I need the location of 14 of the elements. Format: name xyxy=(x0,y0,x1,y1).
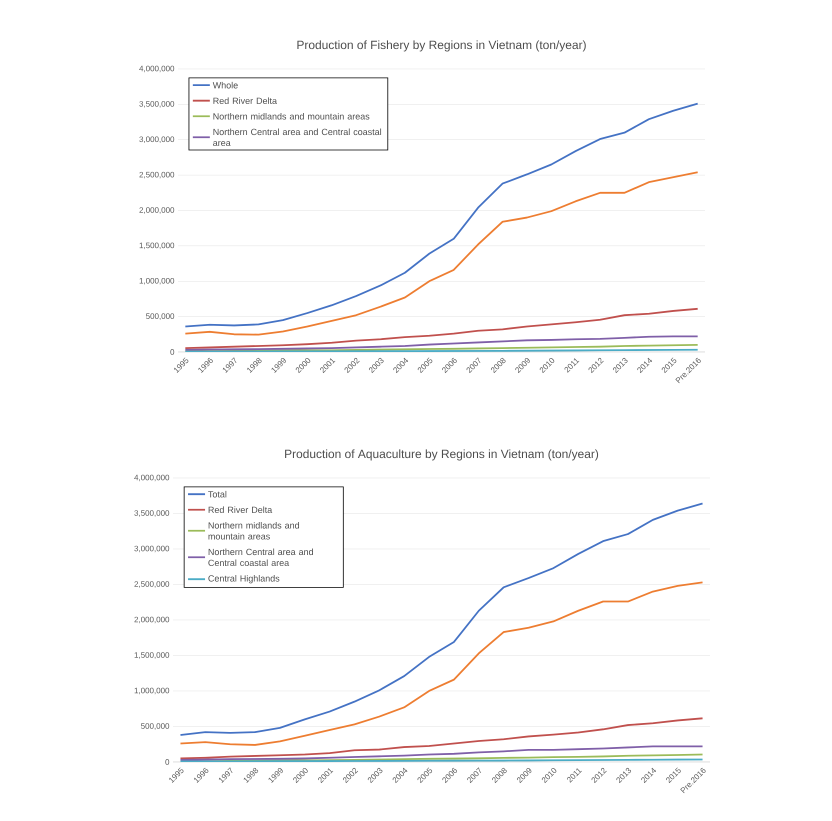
legend-label: Northern Central area and Central coastal area xyxy=(213,128,382,146)
legend-label: Northern Central area and Central coastal area xyxy=(208,548,313,566)
legend-label: Northern midlands and mountain areas xyxy=(208,522,300,540)
line-series xyxy=(180,502,704,736)
legend-label: Total xyxy=(208,490,226,498)
legend-label: Red River Delta xyxy=(213,97,277,104)
chart-title: Production of Aquaculture by Regions in Vietnam (ton/year) xyxy=(285,449,598,460)
legend-label: Whole xyxy=(212,82,238,88)
legend-label: Northern midlands and mountain areas xyxy=(213,112,370,120)
chart-title: Production of Fishery by Regions in Vietnam (ton/year) xyxy=(297,40,586,52)
legend-label: Central Highlands xyxy=(208,575,280,584)
line-series xyxy=(184,102,699,328)
line-series xyxy=(180,717,704,760)
legend-label: Red River Delta xyxy=(208,506,272,514)
